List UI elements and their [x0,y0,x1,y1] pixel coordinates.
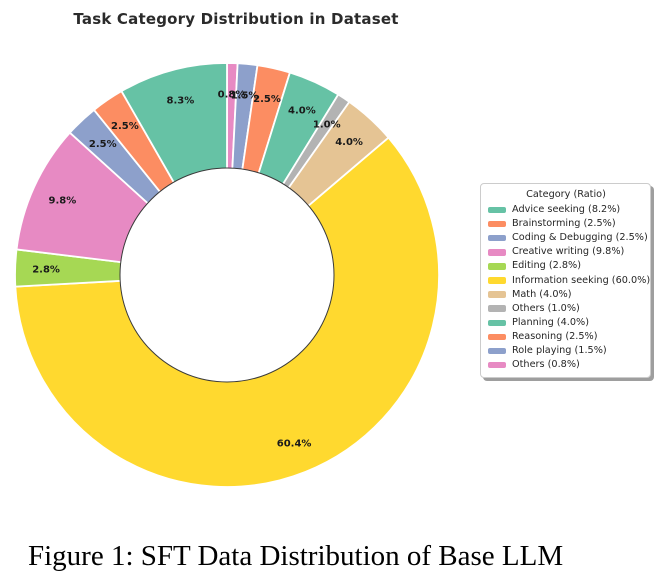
legend-swatch [488,347,506,355]
legend-item: Creative writing (9.8%) [488,245,644,259]
legend-item: Information seeking (60.0%) [488,273,650,287]
slice-percent-label: 1.5% [231,90,259,101]
legend-item: Others (1.0%) [488,302,644,316]
slice-percent-label: 2.5% [111,121,139,132]
legend-label: Others (0.8%) [512,359,580,371]
legend-label: Coding & Debugging (2.5%) [512,232,648,244]
legend-item: Reasoning (2.5%) [488,330,644,344]
legend-swatch [488,234,506,242]
slice-percent-label: 9.8% [49,195,77,206]
chart-legend: Category (Ratio) Advice seeking (8.2%) Br… [480,183,651,379]
legend-label: Information seeking (60.0%) [512,274,651,286]
legend-item: Others (0.8%) [488,358,644,372]
legend-swatch [488,277,506,284]
legend-label: Advice seeking (8.2%) [512,204,621,216]
legend-swatch [488,361,506,369]
slice-percent-label: 2.5% [253,94,281,105]
legend-swatch [488,319,506,327]
legend-title: Category (Ratio) [526,189,606,200]
legend-label: Reasoning (2.5%) [512,330,598,342]
slice-percent-label: 4.0% [335,137,363,148]
slice-percent-label: 0.8% [218,90,246,101]
legend-label: Planning (4.0%) [512,316,589,328]
legend-swatch [488,263,506,270]
legend-items: Advice seeking (8.2%) Brainstorming (2.5%… [488,203,650,372]
legend-item: Advice seeking (8.2%) [488,203,644,217]
legend-item: Role playing (1.5%) [488,344,644,358]
donut-hole [119,167,335,383]
slice-percent-label: 2.8% [32,265,60,276]
figure-caption: Figure 1: SFT Data Distribution of Base … [28,540,564,572]
legend-swatch [488,291,506,298]
legend-label: Editing (2.8%) [512,260,581,272]
slice-percent-label: 1.0% [313,120,341,131]
legend-item: Math (4.0%) [488,288,644,302]
chart-title: Task Category Distribution in Dataset [73,10,399,28]
legend-swatch [488,220,506,228]
legend-item: Coding & Debugging (2.5%) [488,231,648,245]
slice-percent-label: 2.5% [89,139,117,150]
legend-swatch [488,333,506,341]
slice-percent-label: 8.3% [167,96,195,107]
legend-label: Creative writing (9.8%) [512,246,625,258]
legend-swatch [488,206,506,214]
donut-chart: 8.3% 2.5% 2.5% 9.8% 2.8% 60.4% 4.0% 1.0% 4.0% 2.5… [14,62,440,488]
legend-label: Math (4.0%) [512,288,572,300]
legend-label: Brainstorming (2.5%) [512,218,616,230]
legend-item: Planning (4.0%) [488,316,644,330]
slice-percent-label: 60.4% [277,439,312,450]
legend-item: Brainstorming (2.5%) [488,217,644,231]
slice-percent-label: 4.0% [288,106,316,117]
legend-swatch [488,305,506,312]
legend-swatch [488,249,506,256]
legend-label: Role playing (1.5%) [512,344,607,356]
legend-item: Editing (2.8%) [488,259,644,273]
legend-label: Others (1.0%) [512,302,580,314]
